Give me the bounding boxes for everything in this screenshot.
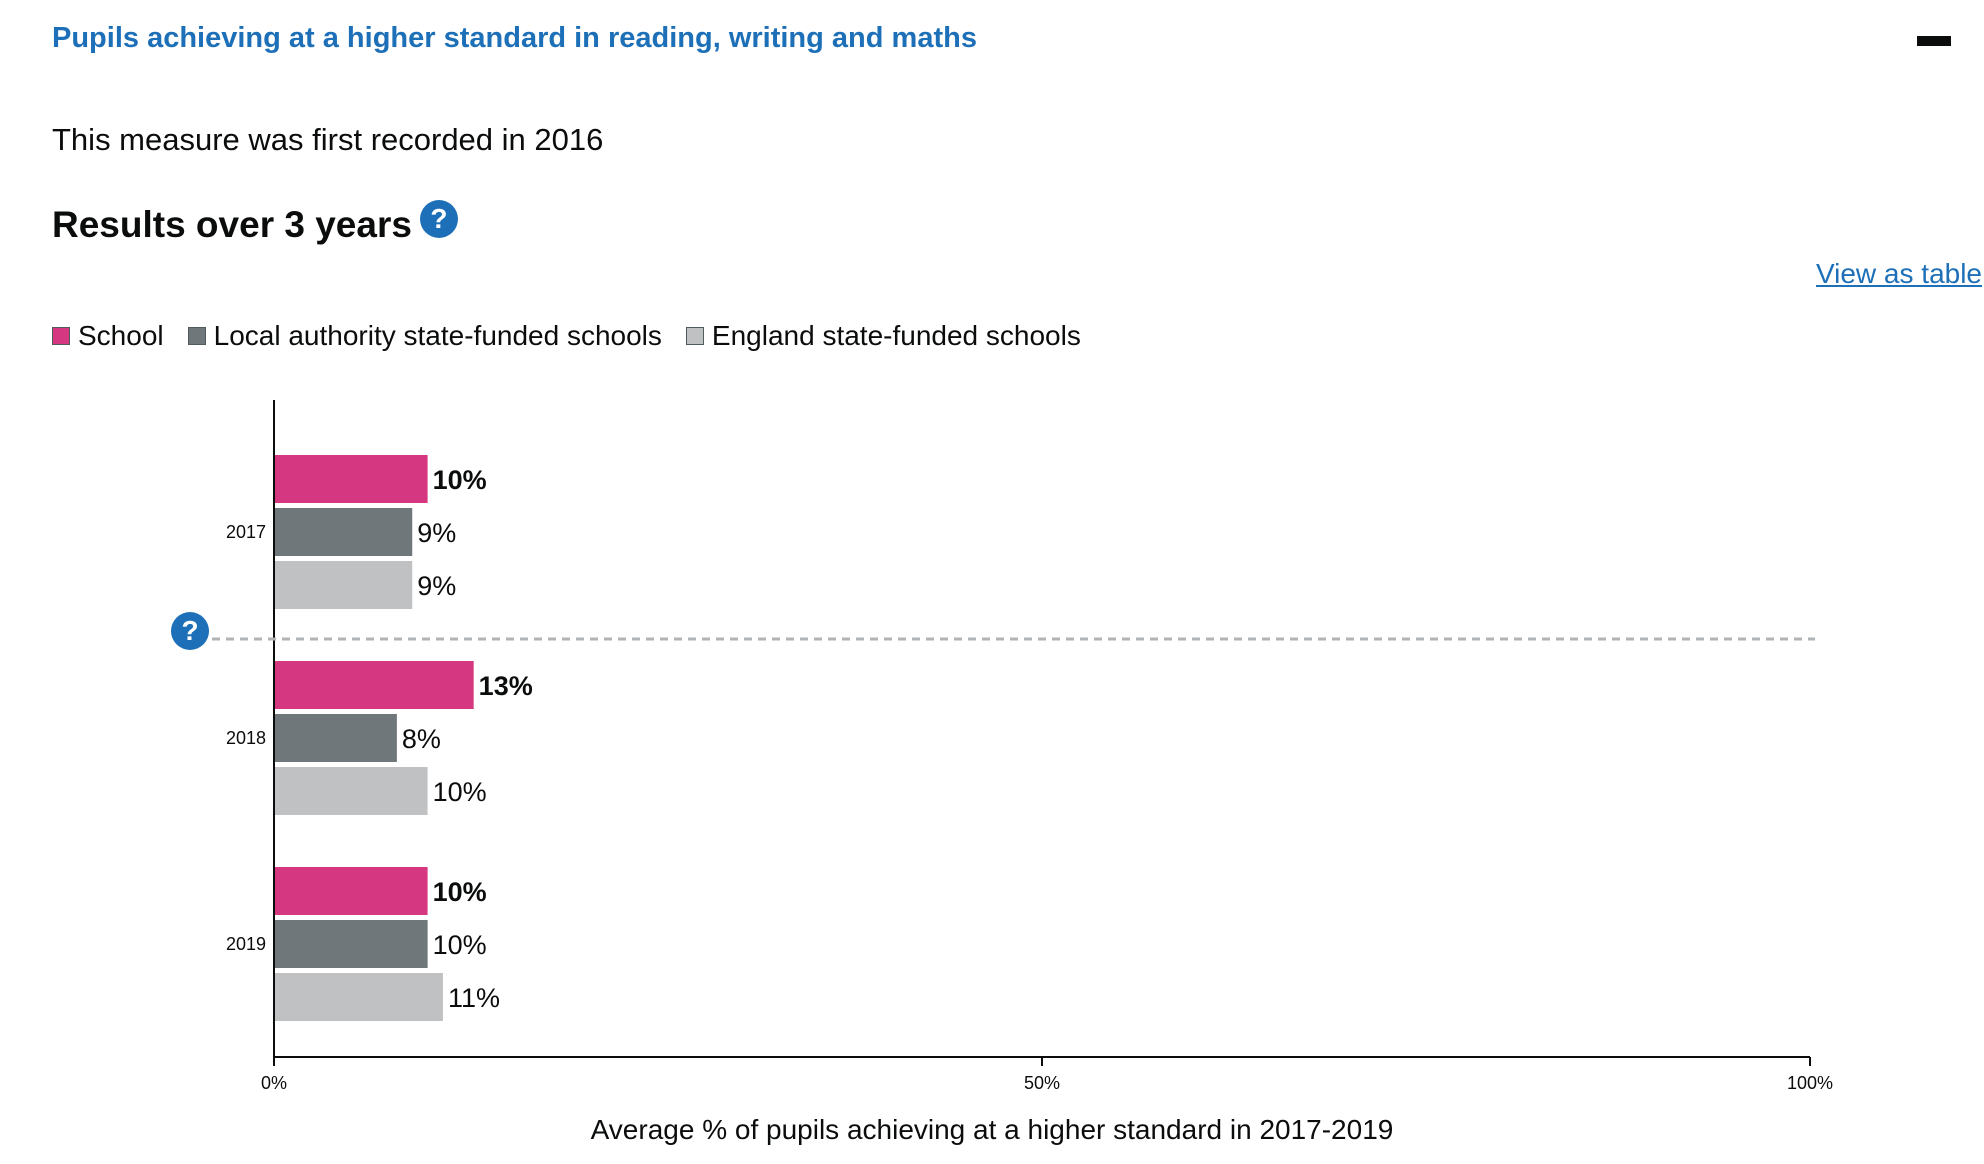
data-label-2018-series-0: 13% <box>479 671 533 701</box>
legend-swatch-local-authority <box>187 327 206 345</box>
comparison-help-question-icon[interactable]: ? <box>171 612 209 650</box>
legend-label-england: England state-funded schools <box>711 320 1081 351</box>
view-as-table-link[interactable]: View as table <box>1815 258 1982 289</box>
y-category-label-2017: 2017 <box>226 522 266 542</box>
legend-swatch-england <box>685 327 704 345</box>
collapse-minus-icon[interactable] <box>1917 36 1951 46</box>
chart-legend: School Local authority state-funded scho… <box>52 320 1105 352</box>
bar-2018-series-0 <box>275 661 474 709</box>
data-label-2017-series-1: 9% <box>417 518 456 548</box>
results-heading-text: Results over 3 years <box>52 204 412 245</box>
bar-2017-series-0 <box>275 455 428 503</box>
x-tick-label: 100% <box>1787 1073 1833 1093</box>
x-axis-title: Average % of pupils achieving at a highe… <box>590 1114 1394 1145</box>
y-category-label-2019: 2019 <box>226 934 266 954</box>
bar-2019-series-1 <box>275 920 428 968</box>
legend-label-local-authority: Local authority state-funded schools <box>213 320 662 351</box>
results-heading: Results over 3 years ? <box>52 200 458 246</box>
data-label-2019-series-2: 11% <box>448 983 500 1013</box>
measure-first-recorded-note: This measure was first recorded in 2016 <box>52 122 604 157</box>
data-label-2018-series-1: 8% <box>402 724 441 754</box>
x-tick-label: 0% <box>261 1073 287 1093</box>
bar-chart: 0% 50% 100% 10% 9% 9% 2017 13% 8% 10% 2018 10% 10% 11… <box>212 400 1833 1093</box>
bar-2019-series-0 <box>275 867 428 915</box>
data-label-2019-series-0: 10% <box>433 877 487 907</box>
bar-2018-series-2 <box>275 767 428 815</box>
data-label-2017-series-0: 10% <box>433 465 487 495</box>
section-toggle-title[interactable]: Pupils achieving at a higher standard in… <box>52 22 977 54</box>
y-category-label-2018: 2018 <box>226 728 266 748</box>
legend-item-school: School <box>52 320 164 352</box>
data-label-2019-series-1: 10% <box>433 930 487 960</box>
bar-2017-series-2 <box>275 561 413 609</box>
help-question-icon[interactable]: ? <box>419 200 458 238</box>
x-tick-label: 50% <box>1024 1073 1060 1093</box>
bar-2017-series-1 <box>275 508 413 556</box>
bar-2019-series-2 <box>275 973 443 1021</box>
legend-item-england: England state-funded schools <box>685 320 1081 352</box>
bar-2018-series-1 <box>275 714 397 762</box>
legend-label-school: School <box>78 320 164 351</box>
legend-item-local-authority: Local authority state-funded schools <box>187 320 662 352</box>
legend-swatch-school <box>52 327 70 345</box>
data-label-2018-series-2: 10% <box>433 777 487 807</box>
data-label-2017-series-2: 9% <box>417 571 456 601</box>
